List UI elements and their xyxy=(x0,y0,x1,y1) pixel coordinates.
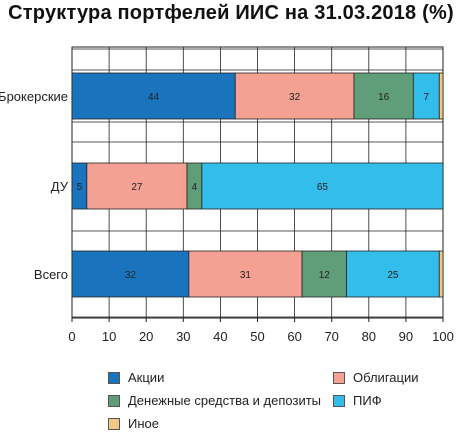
x-tick-label: 60 xyxy=(287,329,301,344)
x-tick-label: 90 xyxy=(399,329,413,344)
legend-item: Иное xyxy=(108,416,159,431)
y-category-label: ДУ xyxy=(51,179,69,194)
legend-item: Денежные средства и депозиты xyxy=(108,393,321,408)
bar-segment xyxy=(201,162,444,210)
bar-data-label: 65 xyxy=(317,182,329,193)
legend-item: Акции xyxy=(108,370,164,385)
bar-data-label: 4 xyxy=(192,182,198,193)
legend-swatch xyxy=(108,394,120,407)
x-tick-label: 70 xyxy=(324,329,338,344)
bar-segment xyxy=(346,250,440,298)
x-tick-label: 40 xyxy=(213,329,227,344)
stacked-bar-chart: 0 10 20 30 40 50 60 70 80 90 100 44 32 16 7 Брокерские 5… xyxy=(0,46,454,344)
legend-item: ПИФ xyxy=(333,393,382,408)
legend-swatch xyxy=(108,371,120,384)
legend-label: Акции xyxy=(128,370,165,385)
legend-swatch xyxy=(333,371,345,384)
bar-segment xyxy=(438,250,444,298)
bar-segment xyxy=(71,72,236,120)
bar-data-label: 5 xyxy=(77,182,83,193)
bar-data-label: 7 xyxy=(424,92,430,103)
legend-swatch xyxy=(108,417,120,430)
legend-label: Иное xyxy=(128,416,159,431)
bar-data-label: 32 xyxy=(289,92,301,103)
legend-label: Облигации xyxy=(353,370,419,385)
bar-data-label: 31 xyxy=(240,270,252,281)
bar-segment xyxy=(188,250,303,298)
legend-item: Облигации xyxy=(333,370,418,385)
x-tick-label: 50 xyxy=(250,329,264,344)
x-tick-label: 20 xyxy=(139,329,153,344)
chart-legend: Акции Облигации Денежные средства и депози… xyxy=(0,366,462,436)
bar-data-label: 16 xyxy=(378,92,390,103)
chart-title: Структура портфелей ИИС на 31.03.2018 (%… xyxy=(8,2,454,24)
bar-data-label: 25 xyxy=(387,270,399,281)
x-tick-label: 10 xyxy=(102,329,116,344)
bar-segment xyxy=(301,250,347,298)
x-tick-label: 100 xyxy=(432,329,454,344)
legend-label: Денежные средства и депозиты xyxy=(128,393,322,408)
x-tick-label: 0 xyxy=(68,329,75,344)
bar-data-label: 27 xyxy=(131,182,143,193)
x-tick-label: 30 xyxy=(176,329,190,344)
bar-data-label: 44 xyxy=(148,92,160,103)
bar-segment xyxy=(438,72,444,120)
legend-label: ПИФ xyxy=(353,393,382,408)
legend-swatch xyxy=(333,394,345,407)
bar-data-label: 32 xyxy=(125,270,137,281)
y-category-label: Брокерские xyxy=(0,89,68,104)
bar-segment xyxy=(353,72,414,120)
y-category-label: Всего xyxy=(34,267,68,282)
x-tick-label: 80 xyxy=(362,329,376,344)
bar-data-label: 12 xyxy=(319,270,331,281)
bar-segment xyxy=(234,72,355,120)
bar-segment xyxy=(71,250,190,298)
